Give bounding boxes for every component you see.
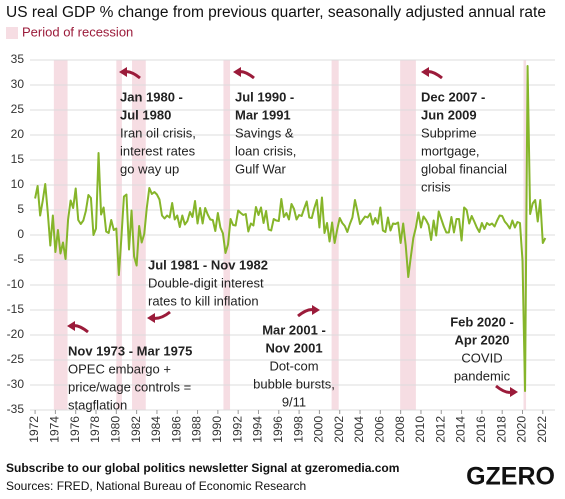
annotation-text: OPEC embargo + bbox=[68, 361, 171, 376]
x-tick-label: 2008 bbox=[393, 416, 407, 443]
legend-label: Period of recession bbox=[22, 24, 133, 39]
annotation-text: interest rates bbox=[120, 143, 196, 158]
x-tick-label: 1976 bbox=[68, 416, 82, 443]
annotation-text: loan crisis, bbox=[235, 143, 296, 158]
x-tick-label: 1992 bbox=[230, 416, 244, 443]
arrow-head bbox=[119, 67, 127, 77]
arrow-head bbox=[233, 67, 241, 77]
annotation-text: pandemic bbox=[454, 368, 511, 383]
x-tick-label: 2000 bbox=[312, 416, 326, 443]
footer-subscribe: Subscribe to our global politics newslet… bbox=[6, 461, 399, 475]
x-tick-label: 1972 bbox=[27, 416, 41, 443]
arrows bbox=[67, 67, 518, 397]
chart-title: US real GDP % change from previous quart… bbox=[6, 4, 546, 21]
x-tick-label: 1980 bbox=[108, 416, 122, 443]
annotation-text: crisis bbox=[421, 179, 451, 194]
annotation-title: Jan 1980 - bbox=[120, 89, 183, 104]
y-tick-label: -35 bbox=[7, 402, 25, 416]
annotation-title: Nov 2001 bbox=[265, 340, 322, 355]
y-tick-label: -20 bbox=[7, 327, 25, 341]
annotation-title: Dec 2007 - bbox=[421, 89, 485, 104]
y-tick-label: 5 bbox=[17, 202, 24, 216]
x-tick-label: 2018 bbox=[494, 416, 508, 443]
annotation-title: Nov 1973 - Mar 1975 bbox=[68, 343, 192, 358]
x-tick-label: 2014 bbox=[454, 416, 468, 443]
x-tick-label: 2022 bbox=[535, 416, 549, 443]
x-tick-label: 1996 bbox=[271, 416, 285, 443]
y-tick-label: 20 bbox=[11, 127, 25, 141]
y-tick-label: -5 bbox=[13, 252, 24, 266]
arrow bbox=[495, 384, 513, 394]
annotation-text: stagflation bbox=[68, 397, 127, 412]
annotation-title: Apr 2020 bbox=[455, 332, 510, 347]
x-tick-label: 2010 bbox=[413, 416, 427, 443]
annotation: Dec 2007 - Jun 2009 Subprime mortgage, globa… bbox=[421, 89, 507, 194]
x-tick-label: 2016 bbox=[474, 416, 488, 443]
annotation-title: Jun 2009 bbox=[421, 107, 477, 122]
annotation-text: mortgage, bbox=[421, 143, 480, 158]
x-tick-label: 2004 bbox=[352, 416, 366, 443]
x-tick-label: 1988 bbox=[190, 416, 204, 443]
x-tick-label: 1982 bbox=[129, 416, 143, 443]
x-tick-label: 1990 bbox=[210, 416, 224, 443]
arrow-head bbox=[421, 67, 429, 77]
x-tick-label: 2002 bbox=[332, 416, 346, 443]
annotation-text: rates to kill inflation bbox=[148, 293, 259, 308]
x-tick-label: 1974 bbox=[48, 416, 62, 443]
y-tick-label: 35 bbox=[11, 52, 25, 66]
y-tick-label: -25 bbox=[7, 352, 25, 366]
y-tick-label: 30 bbox=[11, 77, 25, 91]
arrow-head bbox=[67, 321, 75, 331]
arrow bbox=[297, 308, 315, 318]
y-tick-label: 15 bbox=[11, 152, 25, 166]
annotation-text: Subprime bbox=[421, 125, 477, 140]
x-tick-label: 2012 bbox=[433, 416, 447, 443]
arrow-head bbox=[510, 387, 518, 397]
annotation-title: Feb 2020 - bbox=[450, 314, 514, 329]
annotation-title: Jul 1980 bbox=[120, 107, 171, 122]
y-tick-label: -10 bbox=[7, 277, 25, 291]
annotation-text: Iran oil crisis, bbox=[120, 125, 196, 140]
y-tick-label: 25 bbox=[11, 102, 25, 116]
x-tick-label: 1998 bbox=[291, 416, 305, 443]
x-tick-label: 1994 bbox=[251, 416, 265, 443]
annotation-title: Jul 1981 - Nov 1982 bbox=[148, 257, 268, 272]
annotation: Jul 1990 - Mar 1991 Savings & loan crisis, G… bbox=[235, 89, 296, 176]
legend-swatch bbox=[6, 27, 18, 39]
annotation-text: go way up bbox=[120, 161, 179, 176]
annotation-text: Gulf War bbox=[235, 161, 286, 176]
annotation: Nov 1973 - Mar 1975 OPEC embargo + price/w… bbox=[68, 343, 192, 412]
annotation-text: Double-digit interest bbox=[148, 275, 264, 290]
annotation-title: Jul 1990 - bbox=[235, 89, 294, 104]
annotation-title: Mar 1991 bbox=[235, 107, 291, 122]
x-tick-label: 1978 bbox=[88, 416, 102, 443]
annotation-title: Mar 2001 - bbox=[262, 322, 326, 337]
annotation-text: price/wage controls = bbox=[68, 379, 191, 394]
x-tick-label: 2006 bbox=[373, 416, 387, 443]
annotation-text: bubble bursts, bbox=[253, 376, 335, 391]
y-tick-label: 10 bbox=[11, 177, 25, 191]
annotation-text: Savings & bbox=[235, 125, 294, 140]
x-tick-label: 2020 bbox=[515, 416, 529, 443]
y-tick-label: -30 bbox=[7, 377, 25, 391]
y-tick-label: -15 bbox=[7, 302, 25, 316]
annotation: Jan 1980 - Jul 1980 Iran oil crisis, intere… bbox=[120, 89, 196, 176]
y-tick-label: 0 bbox=[17, 227, 24, 241]
annotation-text: COVID bbox=[461, 350, 502, 365]
annotation-text: Dot-com bbox=[269, 358, 318, 373]
arrow-head bbox=[312, 305, 320, 315]
gdp-line bbox=[34, 65, 547, 392]
annotation: Jul 1981 - Nov 1982 Double-digit interest… bbox=[148, 257, 268, 308]
annotation: Mar 2001 - Nov 2001 Dot-com bubble bursts, 9… bbox=[253, 322, 335, 409]
x-tick-label: 1984 bbox=[149, 416, 163, 443]
annotation-text: 9/11 bbox=[282, 394, 306, 409]
arrow-head bbox=[147, 313, 155, 323]
logo: GZERO bbox=[466, 463, 555, 491]
annotation-text: global financial bbox=[421, 161, 507, 176]
x-tick-label: 1986 bbox=[169, 416, 183, 443]
annotation: Feb 2020 - Apr 2020 COVID pandemic bbox=[450, 314, 514, 383]
footer-sources: Sources: FRED, National Bureau of Econom… bbox=[6, 479, 306, 493]
